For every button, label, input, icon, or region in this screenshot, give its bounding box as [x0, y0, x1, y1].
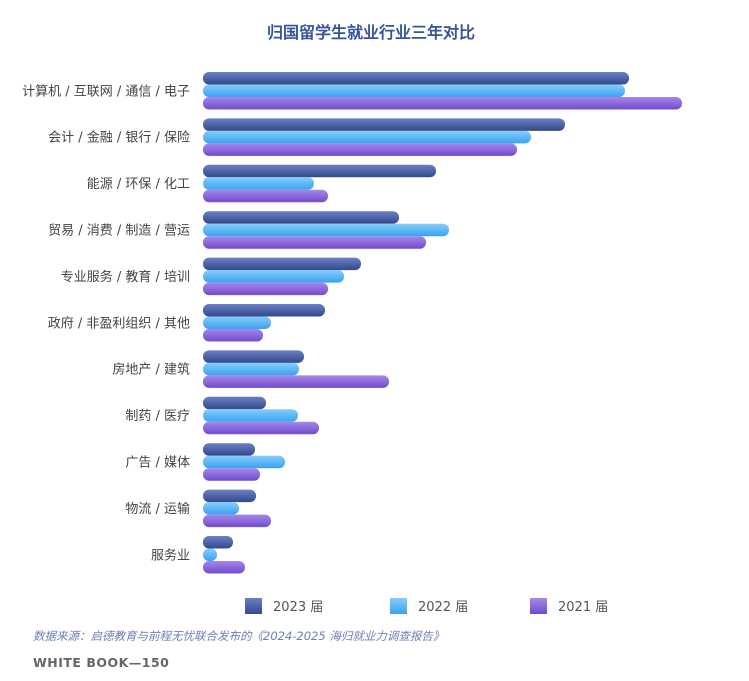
bar-7-series-3	[203, 375, 389, 388]
legend-label-3: 2021 届	[558, 600, 608, 615]
bar-11-series-3	[203, 561, 245, 574]
bar-4-series-2	[203, 223, 449, 237]
bar-8-series-2	[203, 409, 298, 422]
bar-4-series-3	[203, 236, 426, 249]
bar-6-series-2	[203, 316, 271, 329]
bar-9-series-3	[203, 468, 260, 481]
category-label-6: 政府 / 非盈利组织 / 其他	[48, 316, 190, 331]
source-note: 数据来源：启德教育与前程无忧联合发布的《2024-2025 海归就业力调查报告》	[33, 629, 445, 643]
category-label-2: 会计 / 金融 / 银行 / 保险	[48, 130, 190, 146]
bar-6-series-3	[203, 329, 263, 342]
bar-5-series-3	[203, 282, 328, 296]
bar-10-series-2	[203, 502, 239, 515]
bar-2-series-1	[203, 118, 565, 131]
legend-swatch-2	[390, 598, 407, 614]
category-label-5: 专业服务 / 教育 / 培训	[61, 269, 190, 285]
bar-3-series-1	[203, 164, 436, 178]
bar-4-series-1	[203, 211, 399, 224]
bar-3-series-2	[203, 177, 314, 190]
legend-swatch-3	[530, 598, 547, 614]
bar-2-series-2	[203, 130, 531, 144]
bar-7-series-1	[203, 350, 304, 363]
bar-2-series-3	[203, 143, 517, 156]
bar-8-series-1	[203, 396, 266, 410]
category-label-7: 房地产 / 建筑	[112, 362, 190, 378]
legend-label-2: 2022 届	[418, 600, 468, 615]
bar-5-series-2	[203, 270, 344, 283]
bar-1-series-3	[203, 97, 682, 110]
category-label-9: 广告 / 媒体	[125, 455, 190, 470]
bar-6-series-1	[203, 304, 325, 317]
bar-1-series-1	[203, 72, 629, 85]
bar-10-series-3	[203, 514, 271, 528]
category-label-4: 贸易 / 消费 / 制造 / 营运	[48, 223, 190, 238]
legend-swatch-1	[245, 598, 262, 614]
category-label-3: 能源 / 环保 / 化工	[87, 177, 190, 192]
category-label-8: 制药 / 医疗	[125, 409, 190, 424]
bar-9-series-2	[203, 455, 285, 469]
category-label-10: 物流 / 运输	[125, 501, 190, 517]
chart-title: 归国留学生就业行业三年对比	[267, 23, 475, 42]
legend-label-1: 2023 届	[273, 600, 323, 615]
bar-10-series-1	[203, 489, 256, 503]
bar-5-series-1	[203, 257, 361, 271]
bar-7-series-2	[203, 362, 299, 376]
category-label-1: 计算机 / 互联网 / 通信 / 电子	[22, 84, 190, 99]
bar-3-series-3	[203, 189, 328, 203]
footer-page-number: WHITE BOOK—150	[33, 655, 170, 670]
bar-11-series-1	[203, 536, 233, 549]
bar-1-series-2	[203, 84, 625, 97]
bar-8-series-3	[203, 421, 319, 435]
bar-11-series-2	[203, 548, 217, 561]
category-label-11: 服务业	[151, 547, 190, 563]
bar-9-series-1	[203, 443, 255, 456]
